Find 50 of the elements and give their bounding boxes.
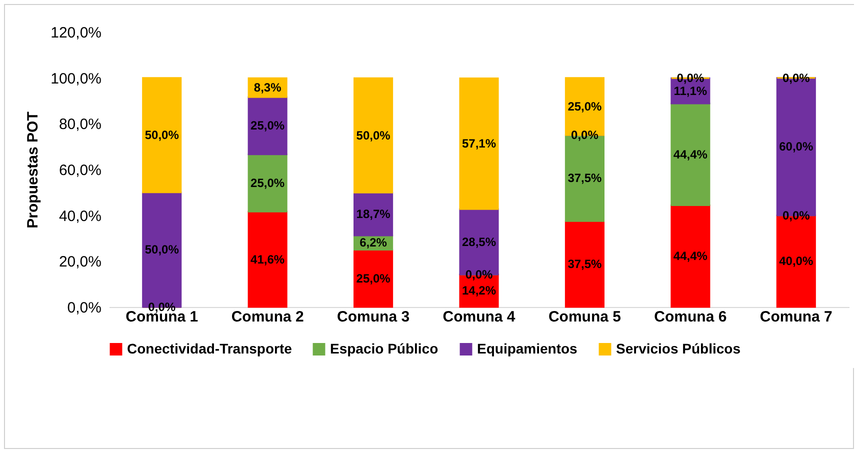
data-label: 50,0%: [144, 242, 180, 257]
y-tick-label: 100,0%: [50, 70, 102, 88]
data-label: 50,0%: [144, 128, 180, 142]
data-label: 25,0%: [568, 99, 602, 114]
data-label: 14,2%: [462, 284, 496, 298]
y-tick-label: 0,0%: [67, 300, 102, 316]
data-label: 28,5%: [462, 234, 496, 249]
data-label: 18,7%: [356, 207, 391, 222]
legend-label: Espacio Público: [330, 340, 438, 356]
bar: [670, 102, 710, 206]
data-label: 6,2%: [360, 236, 388, 250]
bar: [459, 78, 499, 210]
data-label: 37,5%: [568, 171, 602, 186]
y-tick-label: 120,0%: [50, 24, 102, 42]
x-tick-label: Comuna 4: [442, 308, 516, 326]
bar: [670, 204, 710, 308]
data-label: 25,0%: [250, 176, 285, 190]
bar: [564, 220, 604, 308]
y-tick-label: 80,0%: [58, 116, 102, 134]
y-tick-label: 20,0%: [58, 254, 102, 271]
y-tick-label: 40,0%: [58, 208, 102, 225]
x-tick-label: Comuna 2: [231, 308, 304, 326]
data-label: 60,0%: [779, 140, 814, 154]
data-label: 57,1%: [462, 136, 496, 151]
x-tick-label: Comuna 3: [337, 308, 410, 326]
legend-label: Servicios Públicos: [616, 340, 741, 356]
data-label: 25,0%: [356, 271, 391, 286]
data-label: 44,4%: [673, 249, 708, 264]
data-label: 8,3%: [254, 80, 282, 95]
y-tick-label: 60,0%: [58, 162, 102, 179]
data-label: 37,5%: [568, 257, 602, 272]
data-label: 11,1%: [674, 84, 708, 98]
bar: [248, 210, 288, 308]
bar: [354, 77, 394, 194]
data-label: 44,4%: [673, 147, 708, 162]
data-label: 50,0%: [356, 128, 391, 142]
data-label: 0,0%: [676, 71, 704, 86]
bar: [248, 154, 288, 212]
x-tick-label: Comuna 7: [760, 308, 832, 326]
legend-label: Equipamientos: [477, 340, 578, 356]
x-tick-label: Comuna 5: [548, 308, 621, 326]
data-label: 40,0%: [779, 254, 814, 268]
data-label: 0,0%: [571, 128, 599, 142]
x-tick-label: Comuna 6: [654, 308, 727, 326]
y-axis-title: Propuestas POT: [24, 112, 42, 228]
bar: [142, 77, 182, 194]
bar: [354, 248, 394, 308]
data-label: 41,6%: [250, 252, 285, 266]
data-label: 25,0%: [250, 118, 285, 133]
legend-label: Conectividad-Transporte: [127, 340, 292, 356]
